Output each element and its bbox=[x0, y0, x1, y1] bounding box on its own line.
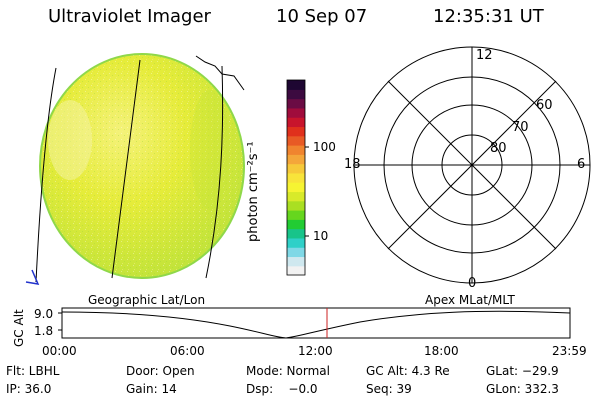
glon-status: GLon: 332.3 bbox=[486, 382, 559, 396]
colorbar-segment bbox=[287, 247, 305, 258]
y-axis-label: GC Alt bbox=[12, 309, 26, 347]
colorbar-segment bbox=[287, 228, 305, 239]
dsp-status: Dsp: −0.0 bbox=[246, 382, 318, 396]
mode-status: Mode: Normal bbox=[246, 364, 330, 378]
colorbar-segment bbox=[287, 237, 305, 248]
colorbar-segment bbox=[287, 80, 305, 90]
mlt-label-18: 18 bbox=[344, 157, 361, 172]
colorbar-segment bbox=[287, 219, 305, 230]
uv-image-disk bbox=[39, 53, 245, 279]
colorbar-label-10: 10 bbox=[313, 229, 329, 243]
apex-caption: Apex MLat/MLT bbox=[425, 293, 515, 307]
polar-mlat-mlt-grid bbox=[353, 46, 591, 284]
colorbar-segment bbox=[287, 256, 305, 267]
colorbar-segment bbox=[287, 163, 305, 174]
colorbar-segment bbox=[287, 89, 305, 100]
door-status: Door: Open bbox=[126, 364, 195, 378]
filter-status: Flt: LBHL bbox=[6, 364, 60, 378]
colorbar-segment bbox=[287, 117, 305, 128]
x-tick-0600: 06:00 bbox=[170, 344, 205, 358]
colorbar-segment bbox=[287, 135, 305, 146]
y-tick-9: 9.0 bbox=[34, 307, 54, 321]
ip-status: IP: 36.0 bbox=[6, 382, 52, 396]
colorbar-segment bbox=[287, 200, 305, 211]
x-tick-0000: 00:00 bbox=[42, 344, 77, 358]
colorbar-segment bbox=[287, 265, 305, 276]
mlt-label-6: 6 bbox=[577, 157, 586, 172]
x-tick-1200: 12:00 bbox=[298, 344, 333, 358]
colorbar-segment bbox=[287, 107, 305, 118]
gc-alt-status: GC Alt: 4.3 Re bbox=[366, 364, 450, 378]
altitude-curve bbox=[61, 310, 571, 339]
glat-status: GLat: −29.9 bbox=[486, 364, 559, 378]
observation-date: 10 Sep 07 bbox=[276, 6, 368, 27]
colorbar-frame bbox=[286, 79, 306, 276]
imager-title: Ultraviolet Imager bbox=[48, 6, 211, 27]
colorbar-segment bbox=[287, 126, 305, 137]
mlt-label-0: 0 bbox=[468, 276, 477, 291]
observation-time: 12:35:31 UT bbox=[433, 6, 544, 27]
colorbar bbox=[287, 80, 305, 276]
colorbar-segment bbox=[287, 182, 305, 193]
coastline-fragment bbox=[25, 269, 40, 285]
y-tick-1-8: 1.8 bbox=[34, 324, 54, 338]
seq-status: Seq: 39 bbox=[366, 382, 412, 396]
colorbar-segment bbox=[287, 154, 305, 165]
colorbar-segment bbox=[287, 145, 305, 155]
colorbar-segment bbox=[287, 172, 305, 183]
gain-status: Gain: 14 bbox=[126, 382, 177, 396]
x-tick-1800: 18:00 bbox=[424, 344, 459, 358]
colorbar-segment bbox=[287, 210, 305, 220]
mlat-label-80: 80 bbox=[490, 141, 507, 156]
mlat-label-60: 60 bbox=[536, 98, 553, 113]
mlt-label-12: 12 bbox=[476, 48, 493, 63]
colorbar-segment bbox=[287, 98, 305, 109]
x-tick-2359: 23:59 bbox=[552, 344, 587, 358]
colorbar-segment bbox=[287, 191, 305, 202]
colorbar-unit-label: photon cm⁻²s⁻¹ bbox=[246, 141, 261, 242]
mlat-label-70: 70 bbox=[512, 120, 529, 135]
geographic-caption: Geographic Lat/Lon bbox=[88, 293, 206, 307]
geographic-grid-lines bbox=[35, 55, 245, 283]
colorbar-label-100: 100 bbox=[313, 140, 336, 154]
altitude-plot bbox=[58, 307, 571, 339]
